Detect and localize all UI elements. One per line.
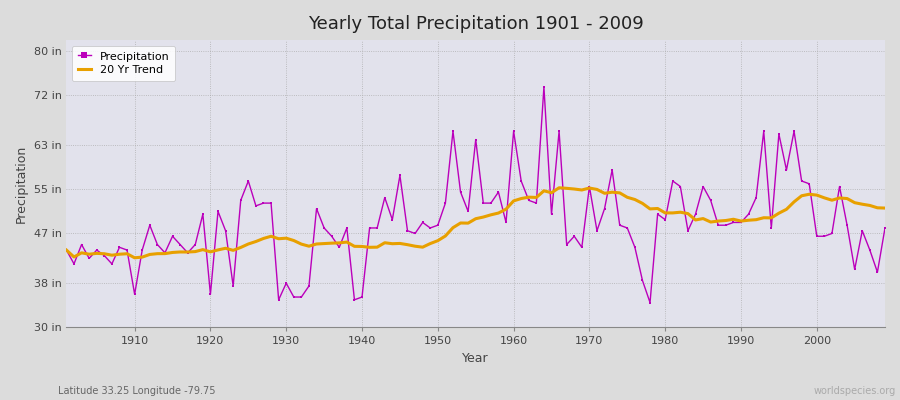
Y-axis label: Precipitation: Precipitation [15, 145, 28, 223]
20 Yr Trend [516, 196, 526, 201]
Precipitation [334, 245, 345, 250]
20 Yr Trend [122, 251, 132, 256]
Precipitation [61, 248, 72, 252]
Precipitation [879, 226, 890, 230]
Precipitation [500, 220, 511, 225]
20 Yr Trend [130, 256, 140, 260]
Line: 20 Yr Trend: 20 Yr Trend [67, 188, 885, 258]
X-axis label: Year: Year [463, 352, 489, 365]
20 Yr Trend [879, 206, 890, 210]
Precipitation [607, 168, 617, 172]
20 Yr Trend [508, 198, 519, 203]
Precipitation [508, 129, 519, 134]
20 Yr Trend [341, 240, 352, 244]
Text: worldspecies.org: worldspecies.org [814, 386, 896, 396]
Precipitation [122, 248, 132, 252]
Text: Latitude 33.25 Longitude -79.75: Latitude 33.25 Longitude -79.75 [58, 386, 216, 396]
20 Yr Trend [296, 242, 307, 246]
20 Yr Trend [615, 190, 626, 195]
Precipitation [538, 85, 549, 90]
20 Yr Trend [61, 248, 72, 252]
Line: Precipitation: Precipitation [65, 86, 886, 304]
20 Yr Trend [554, 185, 564, 190]
Title: Yearly Total Precipitation 1901 - 2009: Yearly Total Precipitation 1901 - 2009 [308, 15, 644, 33]
Legend: Precipitation, 20 Yr Trend: Precipitation, 20 Yr Trend [72, 46, 176, 81]
Precipitation [288, 295, 299, 300]
Precipitation [644, 300, 655, 305]
